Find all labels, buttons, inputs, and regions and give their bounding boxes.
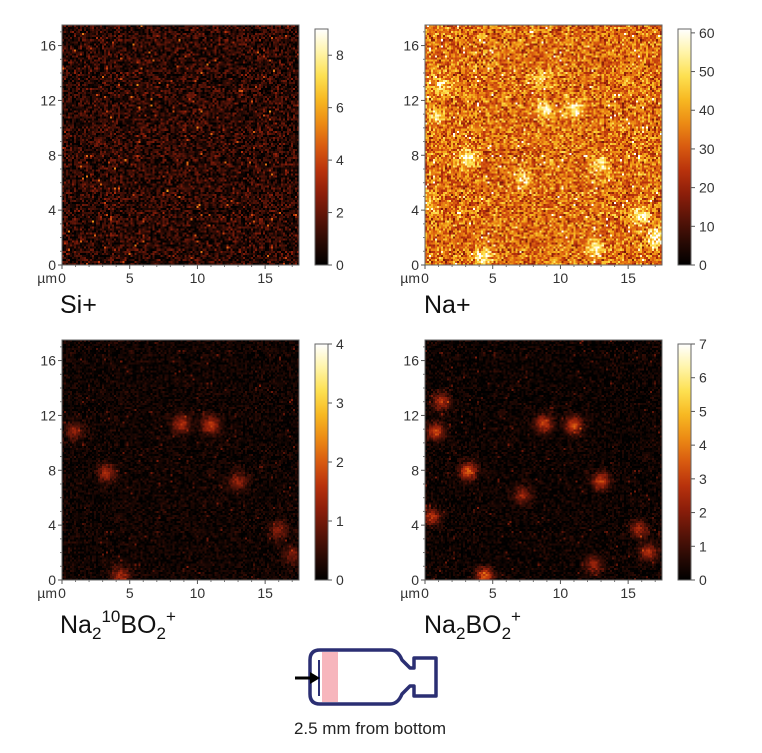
colorbar-tick-label: 6 — [336, 100, 344, 116]
x-tick-label: 10 — [190, 585, 206, 601]
y-tick-label: 12 — [40, 92, 56, 108]
x-tick-label: 15 — [257, 585, 273, 601]
x-tick-label: 0 — [58, 585, 66, 601]
colorbar-tick-label: 30 — [699, 141, 715, 157]
plot-frame — [61, 339, 300, 581]
x-tick-label: 10 — [553, 585, 569, 601]
y-tick-label: 0 — [48, 572, 56, 588]
x-unit-label: µm — [400, 270, 420, 286]
x-tick-label: 10 — [190, 270, 206, 286]
plot-frame — [424, 24, 663, 266]
colorbar-tick-label: 6 — [699, 370, 707, 386]
colorbar-tick-label: 2 — [699, 505, 707, 521]
x-tick-label: 5 — [489, 585, 497, 601]
panel-label: Na2BO2+ — [424, 607, 521, 643]
y-tick-label: 8 — [48, 147, 56, 163]
colorbar-tick-label: 3 — [336, 395, 344, 411]
y-tick-label: 16 — [403, 38, 419, 54]
y-tick-label: 16 — [40, 38, 56, 54]
colorbar-tick-label: 2 — [336, 454, 344, 470]
y-tick-label: 16 — [40, 353, 56, 369]
colorbar-tick-label: 40 — [699, 102, 715, 118]
colorbar-tick-label: 7 — [699, 336, 707, 352]
vial-band — [322, 652, 338, 702]
colorbar — [314, 28, 329, 266]
panel-label: Na+ — [424, 291, 471, 319]
colorbar-tick-label: 50 — [699, 64, 715, 80]
y-tick-label: 4 — [48, 517, 56, 533]
x-tick-label: 0 — [421, 270, 429, 286]
x-unit-label: µm — [37, 585, 57, 601]
y-tick-label: 8 — [411, 147, 419, 163]
x-tick-label: 0 — [421, 585, 429, 601]
x-tick-label: 0 — [58, 270, 66, 286]
vial-illustration — [295, 648, 438, 706]
vial-outline — [308, 648, 438, 706]
y-tick-label: 12 — [403, 92, 419, 108]
heatmap-image — [62, 25, 299, 265]
colorbar — [677, 343, 692, 581]
y-tick-label: 4 — [411, 202, 419, 218]
y-tick-label: 4 — [48, 202, 56, 218]
y-tick-label: 8 — [411, 462, 419, 478]
colorbar-tick-label: 4 — [336, 336, 344, 352]
x-tick-label: 15 — [620, 270, 636, 286]
caption: 2.5 mm from bottom — [293, 719, 447, 738]
colorbar — [314, 343, 329, 581]
colorbar-tick-label: 0 — [699, 572, 707, 588]
colorbar-tick-label: 20 — [699, 180, 715, 196]
y-tick-label: 0 — [411, 572, 419, 588]
heatmap-image — [425, 25, 662, 265]
heatmap-image — [62, 340, 299, 580]
colorbar-tick-label: 0 — [336, 572, 344, 588]
y-tick-label: 0 — [411, 257, 419, 273]
plot-frame — [424, 339, 663, 581]
heatmap-image — [425, 340, 662, 580]
panel-label: Na210BO2+ — [60, 607, 176, 643]
panel-label: Si+ — [60, 291, 97, 319]
x-tick-label: 15 — [257, 270, 273, 286]
x-tick-label: 10 — [553, 270, 569, 286]
colorbar-tick-label: 2 — [336, 205, 344, 221]
x-tick-label: 5 — [126, 585, 134, 601]
x-unit-label: µm — [37, 270, 57, 286]
colorbar-tick-label: 0 — [336, 257, 344, 273]
plot-frame — [61, 24, 300, 266]
colorbar-tick-label: 8 — [336, 47, 344, 63]
y-tick-label: 8 — [48, 462, 56, 478]
y-tick-label: 12 — [403, 407, 419, 423]
colorbar-tick-label: 5 — [699, 403, 707, 419]
colorbar-tick-label: 4 — [336, 152, 344, 168]
x-tick-label: 15 — [620, 585, 636, 601]
y-tick-label: 16 — [403, 353, 419, 369]
colorbar-tick-label: 4 — [699, 437, 707, 453]
x-tick-label: 5 — [489, 270, 497, 286]
colorbar-tick-label: 0 — [699, 257, 707, 273]
y-tick-label: 0 — [48, 257, 56, 273]
colorbar-tick-label: 10 — [699, 218, 715, 234]
colorbar-tick-label: 1 — [336, 513, 344, 529]
x-tick-label: 5 — [126, 270, 134, 286]
x-unit-label: µm — [400, 585, 420, 601]
arrow-icon — [295, 672, 320, 684]
colorbar — [677, 28, 692, 266]
y-tick-label: 12 — [40, 407, 56, 423]
y-tick-label: 4 — [411, 517, 419, 533]
colorbar-tick-label: 3 — [699, 471, 707, 487]
colorbar-tick-label: 60 — [699, 25, 715, 41]
colorbar-tick-label: 1 — [699, 538, 707, 554]
